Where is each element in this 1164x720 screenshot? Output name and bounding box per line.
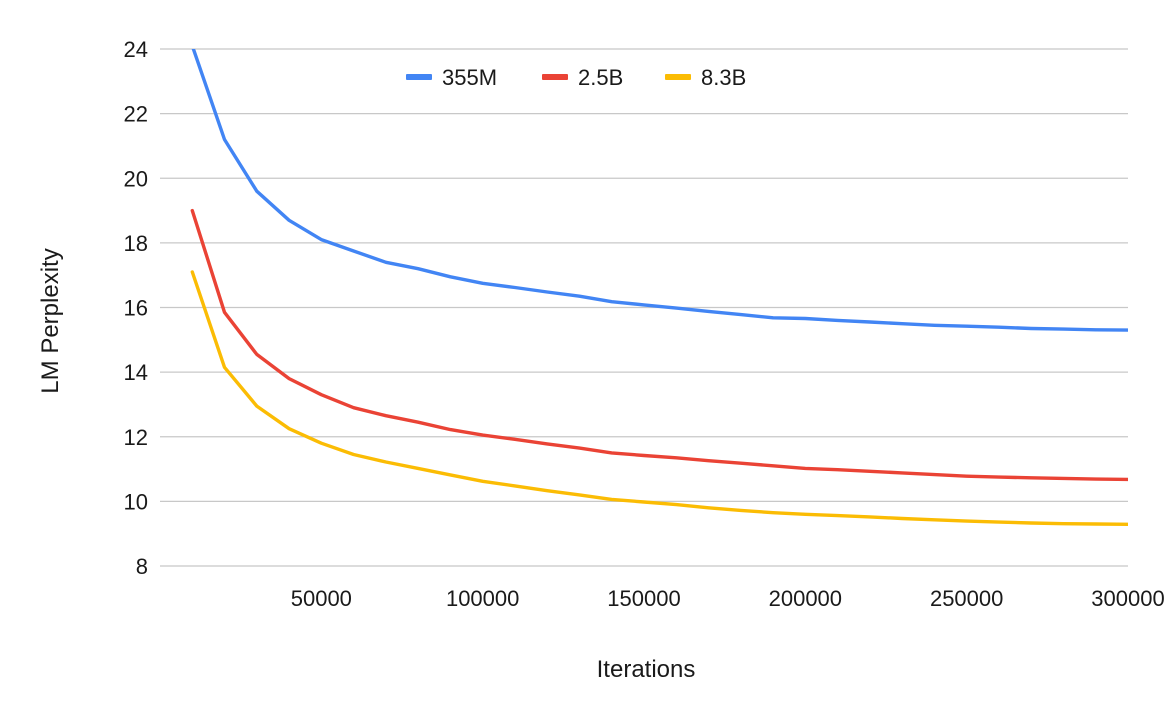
- x-tick-label: 150000: [607, 586, 680, 611]
- legend-item-355M: 355M: [406, 65, 497, 90]
- y-tick-label: 18: [124, 231, 148, 256]
- y-tick-label: 16: [124, 296, 148, 321]
- legend-swatch: [406, 74, 432, 80]
- legend-item-2.5B: 2.5B: [542, 65, 623, 90]
- y-axis-tick-labels: 8 10 12 14 16 18 20 22 24: [124, 37, 148, 579]
- series-line-355M: [191, 49, 1128, 332]
- y-axis-title: LM Perplexity: [37, 248, 64, 393]
- legend: 355M 2.5B 8.3B: [406, 65, 746, 90]
- legend-swatch: [542, 74, 568, 80]
- x-tick-label: 250000: [930, 586, 1003, 611]
- y-tick-label: 22: [124, 102, 148, 127]
- x-tick-label: 50000: [291, 586, 352, 611]
- y-tick-label: 8: [136, 554, 148, 579]
- x-tick-label: 200000: [769, 586, 842, 611]
- series-line-8.3B: [190, 270, 1128, 526]
- x-tick-label: 300000: [1091, 586, 1164, 611]
- x-tick-label: 100000: [446, 586, 519, 611]
- gridlines: [160, 48, 1128, 567]
- series-lines: [190, 49, 1128, 526]
- series-line-2.5B: [190, 208, 1128, 482]
- y-tick-label: 24: [124, 37, 148, 62]
- legend-label: 2.5B: [578, 65, 623, 90]
- legend-label: 8.3B: [701, 65, 746, 90]
- legend-swatch: [665, 74, 691, 80]
- y-tick-label: 20: [124, 166, 148, 191]
- x-axis-title: Iterations: [597, 656, 696, 683]
- legend-label: 355M: [442, 65, 497, 90]
- y-tick-label: 12: [124, 425, 148, 450]
- y-tick-label: 10: [124, 489, 148, 514]
- legend-item-8.3B: 8.3B: [665, 65, 746, 90]
- x-axis-tick-labels: 50000 100000 150000 200000 250000 300000: [291, 586, 1164, 611]
- y-tick-label: 14: [124, 360, 148, 385]
